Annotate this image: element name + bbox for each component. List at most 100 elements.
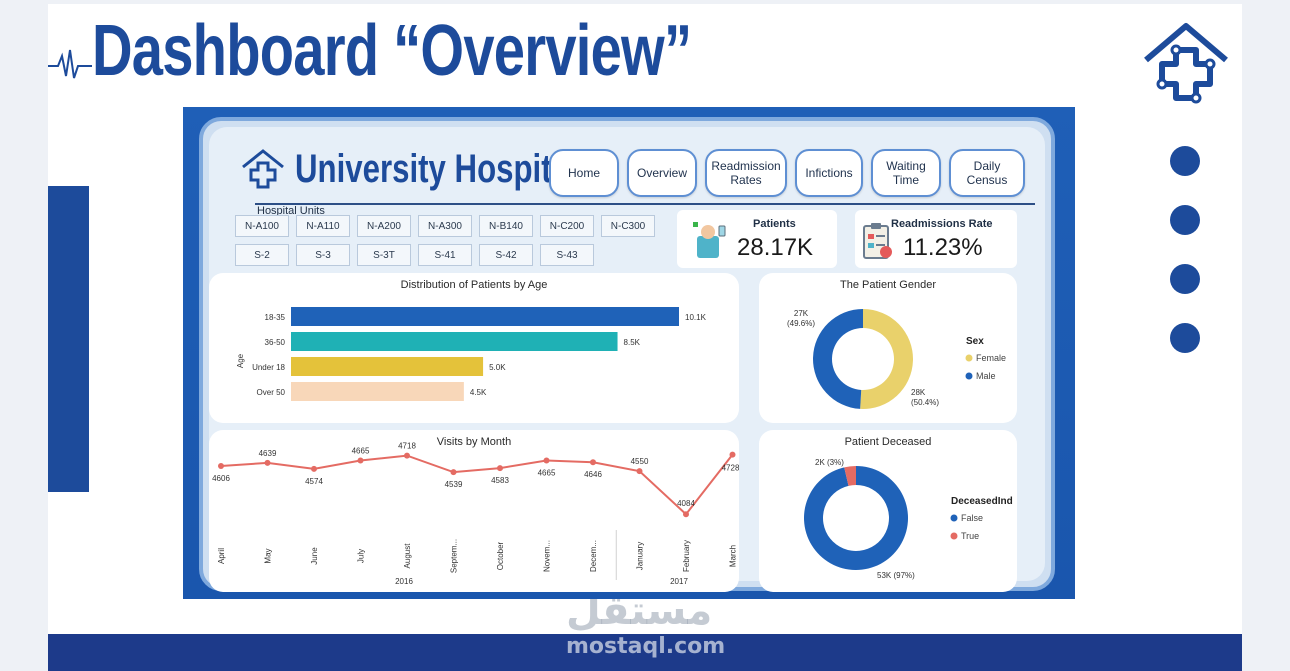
nav-waiting-time-button[interactable]: Waiting Time — [871, 149, 941, 197]
kpi-readmission-card: Readmissions Rate 11.23% — [855, 210, 1017, 268]
nav-overview-button[interactable]: Overview — [627, 149, 697, 197]
data-label: (49.6%) — [787, 319, 815, 328]
x-tick-label: Novem... — [543, 540, 552, 572]
slide-title: Dashboard “Overview” — [92, 11, 692, 91]
deceased-card: Patient Deceased 2K (3%) 53K (97%) Decease… — [759, 430, 1017, 592]
left-accent-block — [48, 186, 89, 492]
legend-swatch — [950, 532, 958, 540]
gender-card: The Patient Gender 27K (49.6%) 28K (50.4%) S… — [759, 273, 1017, 423]
legend-swatch — [950, 514, 958, 522]
hospital-units-label: Hospital Units — [257, 205, 325, 217]
bar — [291, 307, 679, 326]
nav-readmission-rates-button[interactable]: Readmission Rates — [705, 149, 787, 197]
chart-title: Distribution of Patients by Age — [400, 279, 548, 291]
donut-slice — [860, 309, 914, 409]
dashboard-screenshot: University Hospital Home Overview Readmi… — [183, 107, 1075, 599]
dashboard-title: University Hospital — [295, 147, 578, 191]
series-line — [220, 454, 734, 516]
data-label: 2K (3%) — [815, 458, 844, 467]
unit-filter-button[interactable]: S-3 — [296, 244, 350, 266]
data-label: 10.1K — [685, 313, 707, 322]
data-point — [497, 465, 503, 472]
year-label: 2016 — [395, 577, 413, 586]
unit-filter-button[interactable]: N-A200 — [357, 215, 411, 237]
unit-filter-button[interactable]: N-A110 — [296, 215, 350, 237]
legend-swatch — [965, 354, 973, 362]
data-label: 4639 — [259, 449, 277, 458]
kpi-patients-value: 28.17K — [737, 234, 814, 261]
data-label: 53K (97%) — [877, 571, 915, 580]
data-label: 4.5K — [470, 388, 487, 397]
data-label: 4539 — [445, 480, 463, 489]
visits-card: Visits by Month 4606 April 4639 May 4574 June… — [209, 430, 739, 592]
data-point — [218, 462, 224, 469]
dashboard-frame: University Hospital Home Overview Readmi… — [199, 117, 1055, 592]
bullet-dot — [1170, 323, 1200, 353]
kpi-readmission-label: Readmissions Rate — [891, 218, 993, 230]
nav-daily-census-button[interactable]: Daily Census — [949, 149, 1025, 197]
y-axis-label: Age — [236, 353, 245, 368]
chart-title: The Patient Gender — [839, 279, 936, 291]
category-label: 18-35 — [265, 313, 286, 322]
data-point — [729, 451, 736, 458]
x-tick-label: February — [682, 540, 691, 572]
data-point — [543, 457, 550, 464]
data-label: 4084 — [677, 499, 695, 508]
legend-label: True — [961, 531, 979, 541]
data-point — [404, 452, 410, 459]
unit-filter-button[interactable]: S-43 — [540, 244, 594, 266]
x-tick-label: Decem... — [589, 540, 598, 572]
data-label: 5.0K — [489, 363, 506, 372]
kpi-patients-label: Patients — [753, 218, 796, 230]
year-label: 2017 — [670, 577, 688, 586]
clipboard-icon — [863, 223, 892, 259]
donut-slice — [844, 466, 856, 486]
data-point — [450, 469, 457, 476]
legend-label: False — [961, 513, 983, 523]
bullet-dot — [1170, 205, 1200, 235]
data-point — [264, 459, 271, 466]
unit-filter-button[interactable]: S-41 — [418, 244, 472, 266]
chart-title: Visits by Month — [436, 436, 512, 448]
data-point — [683, 511, 689, 518]
data-label: (50.4%) — [911, 398, 939, 407]
data-label: 4646 — [584, 470, 602, 479]
dashboard-surface: University Hospital Home Overview Readmi… — [209, 127, 1045, 592]
data-label: 4665 — [538, 468, 556, 477]
nav-infections-button[interactable]: Infictions — [795, 149, 863, 197]
bar — [291, 382, 464, 401]
x-tick-label: Septem... — [450, 539, 459, 573]
data-label: 4606 — [212, 474, 230, 483]
x-tick-label: August — [403, 543, 412, 569]
data-label: 28K — [911, 388, 926, 397]
kpi-patients-card: Patients 28.17K — [677, 210, 837, 268]
category-label: Under 18 — [252, 363, 285, 372]
patient-icon — [693, 222, 726, 258]
donut-slice — [804, 466, 908, 570]
x-tick-label: July — [357, 549, 366, 563]
nav-home-button[interactable]: Home — [549, 149, 619, 197]
bar — [291, 357, 484, 376]
nav-divider — [255, 203, 1035, 205]
data-point — [357, 457, 364, 464]
unit-filter-button[interactable]: N-B140 — [479, 215, 533, 237]
unit-filter-button[interactable]: N-C200 — [540, 215, 594, 237]
unit-filter-button[interactable]: S-42 — [479, 244, 533, 266]
bullet-dot — [1170, 146, 1200, 176]
data-label: 4550 — [631, 457, 649, 466]
age-distribution-card: Distribution of Patients by Age Age 18-35… — [209, 273, 739, 423]
data-label: 8.5K — [624, 338, 641, 347]
unit-filter-button[interactable]: N-A100 — [235, 215, 289, 237]
data-point — [311, 465, 317, 472]
x-tick-label: April — [217, 548, 226, 564]
unit-filter-button[interactable]: S-2 — [235, 244, 289, 266]
data-label: 4728 — [722, 464, 739, 473]
legend-swatch — [965, 372, 973, 380]
footer-band — [48, 634, 1242, 671]
hospital-logo-icon — [1144, 23, 1228, 104]
x-tick-label: January — [636, 542, 645, 570]
legend-label: Female — [976, 353, 1006, 363]
unit-filter-button[interactable]: N-A300 — [418, 215, 472, 237]
unit-filter-button[interactable]: S-3T — [357, 244, 411, 266]
unit-filter-button[interactable]: N-C300 — [601, 215, 655, 237]
